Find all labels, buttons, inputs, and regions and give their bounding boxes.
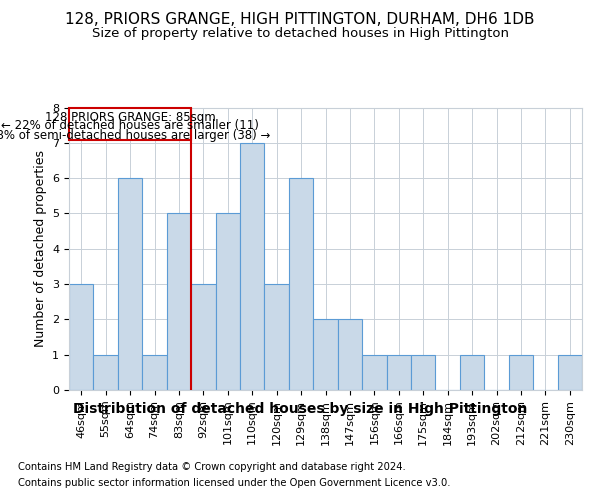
Bar xyxy=(94,354,118,390)
Bar xyxy=(460,354,484,390)
Text: Size of property relative to detached houses in High Pittington: Size of property relative to detached ho… xyxy=(91,28,509,40)
Bar xyxy=(289,178,313,390)
Text: 128, PRIORS GRANGE, HIGH PITTINGTON, DURHAM, DH6 1DB: 128, PRIORS GRANGE, HIGH PITTINGTON, DUR… xyxy=(65,12,535,28)
Bar xyxy=(557,354,582,390)
FancyBboxPatch shape xyxy=(69,108,191,140)
Bar xyxy=(142,354,167,390)
Bar xyxy=(265,284,289,390)
Bar xyxy=(509,354,533,390)
Bar xyxy=(313,320,338,390)
Text: ← 22% of detached houses are smaller (11): ← 22% of detached houses are smaller (11… xyxy=(1,120,259,132)
Text: 78% of semi-detached houses are larger (38) →: 78% of semi-detached houses are larger (… xyxy=(0,129,271,142)
Bar xyxy=(338,320,362,390)
Bar xyxy=(386,354,411,390)
Bar xyxy=(240,143,265,390)
Bar xyxy=(191,284,215,390)
Bar xyxy=(362,354,386,390)
Bar xyxy=(215,214,240,390)
Text: Contains public sector information licensed under the Open Government Licence v3: Contains public sector information licen… xyxy=(18,478,451,488)
Text: Contains HM Land Registry data © Crown copyright and database right 2024.: Contains HM Land Registry data © Crown c… xyxy=(18,462,406,472)
Bar xyxy=(167,214,191,390)
Text: 128 PRIORS GRANGE: 85sqm: 128 PRIORS GRANGE: 85sqm xyxy=(44,110,215,124)
Bar xyxy=(411,354,436,390)
Text: Distribution of detached houses by size in High Pittington: Distribution of detached houses by size … xyxy=(73,402,527,416)
Bar xyxy=(69,284,94,390)
Bar xyxy=(118,178,142,390)
Y-axis label: Number of detached properties: Number of detached properties xyxy=(34,150,47,348)
